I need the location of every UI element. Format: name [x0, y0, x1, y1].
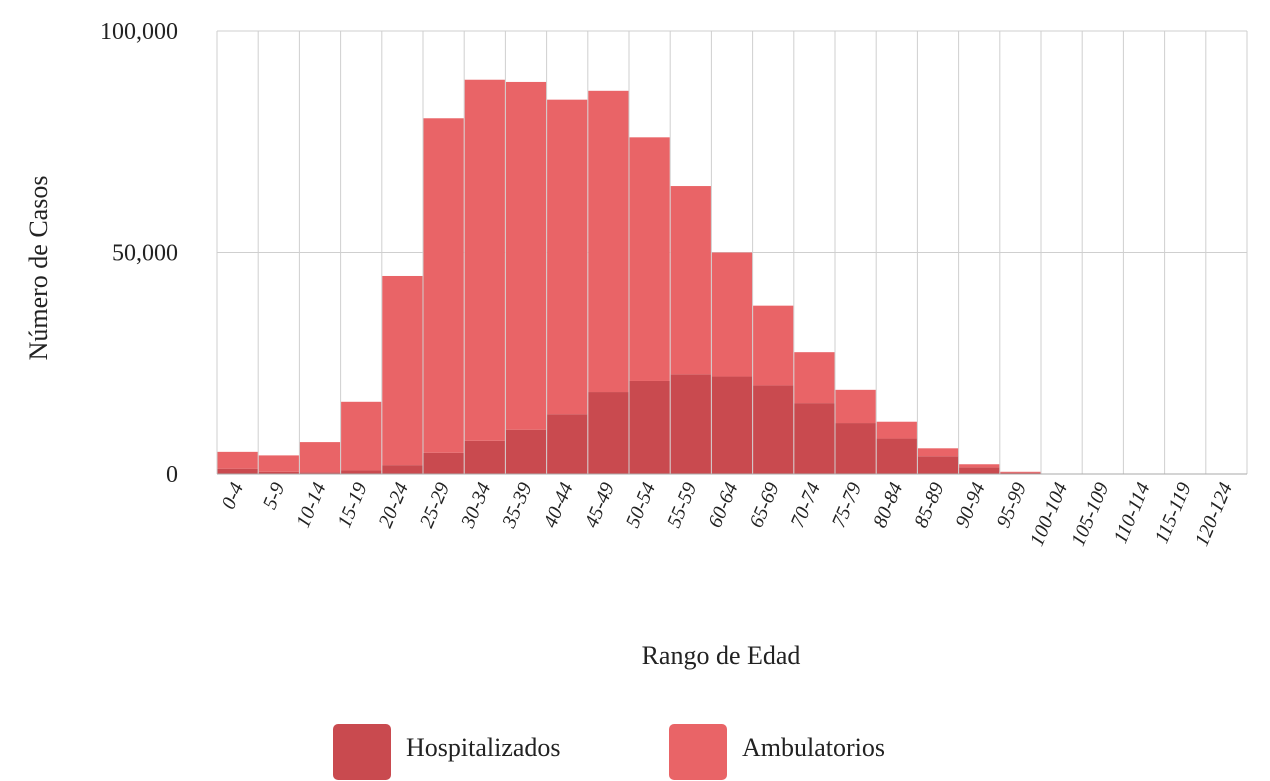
bar-hospitalizados: [876, 438, 917, 474]
bar-hospitalizados: [588, 392, 629, 474]
x-tick-label: 25-29: [416, 479, 454, 531]
x-tick-label: 15-19: [333, 479, 371, 531]
bar-ambulatorios: [217, 451, 258, 469]
x-tick-label: 95-99: [993, 479, 1031, 531]
bar-ambulatorios: [464, 79, 505, 441]
y-tick-label: 0: [166, 462, 178, 488]
bar-ambulatorios: [629, 137, 670, 381]
bar-ambulatorios: [547, 99, 588, 415]
x-tick-label: 110-114: [1109, 479, 1154, 546]
y-tick-label: 50,000: [112, 241, 178, 267]
bar-ambulatorios: [959, 464, 1000, 468]
bar-ambulatorios: [753, 305, 794, 386]
x-tick-label: 75-79: [828, 479, 866, 531]
x-tick-label: 55-59: [663, 479, 701, 531]
y-tick-label: 100,000: [100, 19, 178, 45]
x-tick-label: 120-124: [1191, 479, 1237, 549]
legend-swatch-ambulatorios: [669, 724, 727, 780]
bar-ambulatorios: [1000, 471, 1041, 473]
bar-hospitalizados: [382, 465, 423, 474]
bar-ambulatorios: [917, 448, 959, 457]
bar-ambulatorios: [588, 90, 629, 393]
bar-ambulatorios: [711, 252, 753, 377]
bar-ambulatorios: [258, 455, 299, 472]
bar-hospitalizados: [464, 440, 505, 474]
legend: Hospitalizados Ambulatorios: [0, 724, 1270, 780]
bar-hospitalizados: [629, 380, 670, 474]
y-axis-label: Número de Casos: [24, 176, 53, 361]
bar-hospitalizados: [794, 403, 835, 474]
bar-ambulatorios: [670, 186, 711, 375]
bar-hospitalizados: [917, 456, 959, 474]
x-tick-label: 10-14: [292, 479, 330, 531]
bar-hospitalizados: [299, 472, 341, 474]
legend-label-ambulatorios: Ambulatorios: [742, 733, 885, 762]
bar-hospitalizados: [1000, 472, 1041, 474]
x-tick-label: 85-89: [910, 479, 948, 531]
bar-ambulatorios: [382, 275, 423, 466]
x-tick-label: 70-74: [787, 479, 825, 531]
bar-ambulatorios: [341, 401, 382, 471]
bar-hospitalizados: [711, 376, 753, 474]
bars-layer: [217, 79, 1123, 474]
x-tick-label: 100-104: [1026, 479, 1072, 549]
x-tick-label: 60-64: [704, 479, 742, 531]
x-tick-label: 65-69: [745, 479, 783, 531]
x-tick-label: 50-54: [622, 479, 660, 531]
bar-ambulatorios: [299, 442, 341, 473]
x-tick-label: 105-109: [1067, 479, 1113, 549]
bar-ambulatorios: [794, 352, 835, 404]
bar-hospitalizados: [341, 470, 382, 474]
bar-ambulatorios: [876, 421, 917, 439]
bar-ambulatorios: [423, 118, 464, 453]
legend-swatch-hospitalizados: [333, 724, 391, 780]
x-tick-label: 30-34: [457, 479, 496, 531]
bar-ambulatorios: [505, 81, 547, 430]
bar-hospitalizados: [423, 452, 464, 474]
bar-ambulatorios: [835, 389, 876, 424]
x-tick-label: 40-44: [539, 479, 577, 531]
x-tick-label: 80-84: [869, 479, 907, 531]
x-tick-label: 35-39: [498, 479, 537, 531]
x-tick-label: 115-119: [1151, 479, 1196, 546]
bar-hospitalizados: [835, 423, 876, 474]
x-tick-label: 5-9: [259, 479, 290, 512]
bar-hospitalizados: [505, 429, 547, 474]
x-axis-label: Rango de Edad: [642, 641, 801, 670]
bar-hospitalizados: [547, 414, 588, 474]
legend-label-hospitalizados: Hospitalizados: [406, 733, 561, 762]
bar-hospitalizados: [258, 471, 299, 474]
x-tick-label: 20-24: [375, 479, 413, 531]
bar-hospitalizados: [670, 374, 711, 474]
bar-hospitalizados: [753, 385, 794, 474]
x-tick-label: 45-49: [581, 479, 619, 531]
x-tick-label: 0-4: [218, 479, 249, 512]
bar-hospitalizados: [959, 467, 1000, 474]
bar-hospitalizados: [217, 468, 258, 474]
x-tick-label: 90-94: [951, 479, 989, 531]
